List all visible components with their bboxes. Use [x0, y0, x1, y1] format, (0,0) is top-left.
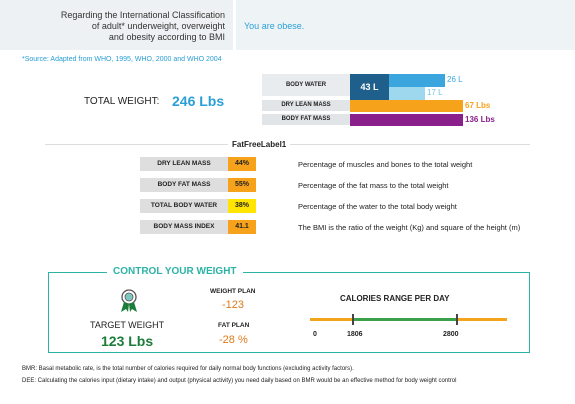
body-water-bar: 43 L: [350, 74, 389, 100]
dry-lean-label: DRY LEAN MASS: [262, 100, 350, 111]
row-label: DRY LEAN MASS: [140, 157, 228, 171]
body-water-a-value: 26 L: [447, 75, 463, 84]
calories-range-bar: [352, 318, 457, 321]
row-label: TOTAL BODY WATER: [140, 199, 228, 213]
target-weight-label: TARGET WEIGHT: [90, 320, 165, 330]
row-description: The BMI is the ratio of the weight (Kg) …: [298, 223, 521, 232]
row-value: 41.1: [228, 220, 256, 234]
result-panel: [236, 0, 575, 50]
weight-plan-label: WEIGHT PLAN: [210, 288, 256, 295]
source-note: *Source: Adapted from WHO, 1995, WHO, 20…: [22, 56, 222, 63]
dee-footnote: DEE: Calculating the calories input (die…: [22, 378, 457, 384]
row-value: 38%: [228, 199, 256, 213]
row-description: Percentage of the water to the total bod…: [298, 202, 457, 211]
row-label: BODY FAT MASS: [140, 178, 228, 192]
target-weight-value: 123 Lbs: [101, 333, 154, 349]
total-weight-value: 246 Lbs: [172, 93, 225, 109]
fat-free-label-title: FatFreeLabel1: [228, 140, 291, 149]
body-water-a-bar: [389, 74, 445, 87]
classification-text: Regarding the International Classificati…: [20, 10, 225, 43]
body-fat-bar: [350, 114, 463, 126]
row-value: 55%: [228, 178, 256, 192]
row-value: 44%: [228, 157, 256, 171]
body-water-label: BODY WATER: [262, 74, 350, 96]
fat-plan-value: -28 %: [219, 334, 248, 346]
calories-title: CALORIES RANGE PER DAY: [340, 294, 450, 303]
dry-lean-bar: [350, 100, 463, 112]
classification-line3: and obesity according to BMI: [108, 32, 225, 42]
control-panel: [48, 272, 530, 353]
classification-panel: [0, 0, 233, 50]
classification-line2: of adult* underweight, overweight: [91, 21, 225, 31]
total-weight-label: TOTAL WEIGHT:: [84, 96, 160, 107]
control-title: CONTROL YOUR WEIGHT: [107, 266, 243, 277]
row-description: Percentage of the fat mass to the total …: [298, 181, 449, 190]
dry-lean-value: 67 Lbs: [465, 101, 491, 110]
body-water-b-value: 17 L: [427, 88, 443, 97]
fat-plan-label: FAT PLAN: [218, 322, 250, 329]
calories-low-marker: [352, 314, 354, 325]
calories-low: 1806: [347, 331, 363, 338]
classification-line1: Regarding the International Classificati…: [60, 10, 225, 20]
row-description: Percentage of muscles and bones to the t…: [298, 160, 473, 169]
calories-high-marker: [456, 314, 458, 325]
row-label: BODY MASS INDEX: [140, 220, 228, 234]
body-fat-value: 136 Lbs: [465, 115, 495, 124]
calories-high: 2800: [443, 331, 459, 338]
calories-min: 0: [313, 331, 317, 338]
body-fat-label: BODY FAT MASS: [262, 114, 350, 125]
weight-plan-value: -123: [222, 299, 245, 311]
bmr-footnote: BMR: Basal metabolic rate, is the total …: [22, 366, 354, 372]
award-icon: [121, 289, 137, 312]
body-water-b-bar: [389, 87, 425, 100]
result-text: You are obese.: [244, 21, 305, 31]
